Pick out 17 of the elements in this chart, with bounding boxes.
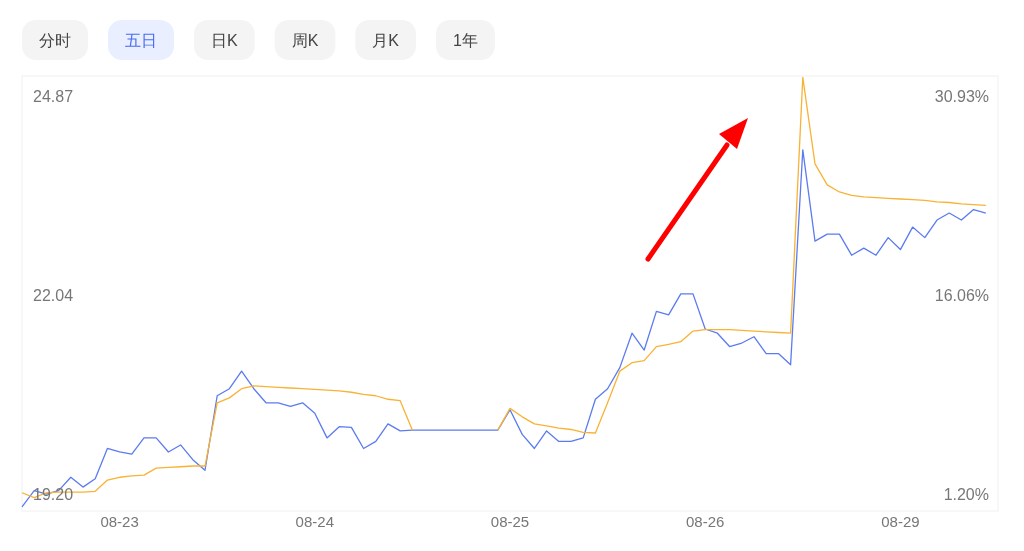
- y2-tick-label: 30.93%: [934, 87, 989, 105]
- y-tick-label: 22.04: [33, 286, 74, 304]
- y2-tick-label: 1.20%: [943, 486, 989, 503]
- x-tick-label: 08-23: [100, 513, 139, 530]
- y2-tick-label: 16.06%: [934, 287, 989, 305]
- tab: 周K: [274, 20, 336, 60]
- tab: 日K: [194, 20, 255, 60]
- tab: 1年: [436, 20, 495, 60]
- y-tick-label: 24.87: [33, 87, 74, 105]
- line-series: [21, 149, 987, 508]
- tab: 月K: [355, 20, 416, 60]
- x-tick-label: 08-25: [490, 513, 530, 530]
- tab: 五日: [108, 20, 174, 60]
- x-tick-label: 08-29: [881, 513, 920, 530]
- x-tick-label: 08-26: [686, 513, 725, 530]
- tab: 分时: [22, 20, 88, 60]
- x-tick-label: 08-24: [295, 513, 334, 530]
